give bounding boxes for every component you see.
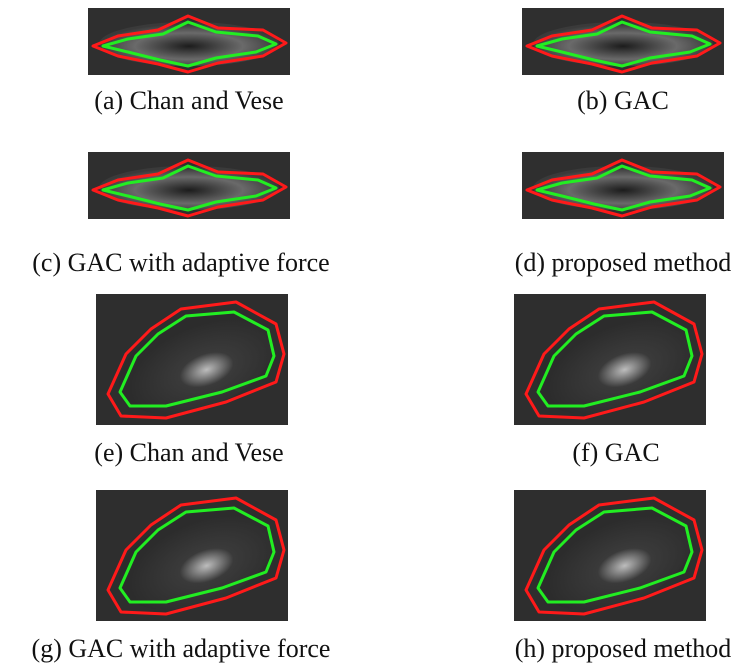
image-g <box>96 490 288 630</box>
image-b <box>522 8 724 75</box>
image-a <box>88 8 290 75</box>
caption: (c) GAC with adaptive force <box>32 248 329 277</box>
image-d <box>522 152 724 219</box>
caption: (e) Chan and Vese <box>94 438 283 467</box>
figure: (a) Chan and Vese (b) GAC (c) GAC with a… <box>0 0 756 667</box>
caption: (f) GAC <box>572 438 659 467</box>
caption: (a) Chan and Vese <box>94 86 283 115</box>
image-e <box>96 294 288 434</box>
image-f <box>514 294 706 434</box>
image-c <box>88 152 290 219</box>
caption: (g) GAC with adaptive force <box>32 634 331 663</box>
caption: (h) proposed method <box>515 634 732 663</box>
caption: (b) GAC <box>577 86 669 115</box>
image-h <box>514 490 706 630</box>
caption: (d) proposed method <box>515 248 732 277</box>
